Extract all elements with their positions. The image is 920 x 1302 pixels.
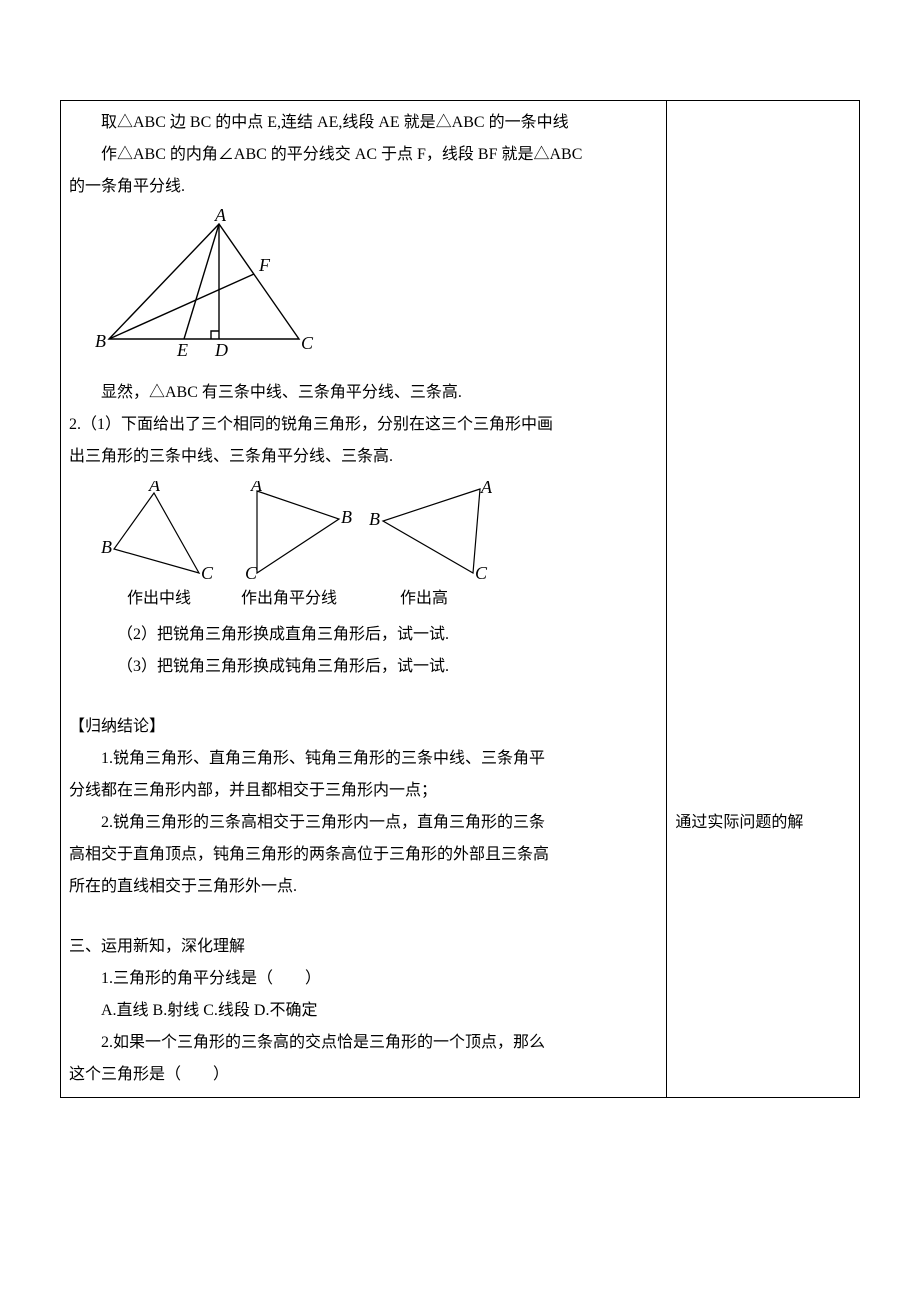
diagram-label-B: B [95,331,106,351]
svg-text:C: C [245,563,258,581]
q2-sub3: （3）把锐角三角形换成钝角三角形后，试一试. [69,651,658,683]
section3-q2a: 2.如果一个三角形的三条高的交点恰是三角形的一个顶点，那么 [69,1027,658,1059]
diagram-label-C: C [301,333,314,353]
intro-line-1: 取△ABC 边 BC 的中点 E,连结 AE,线段 AE 就是△ABC 的一条中… [69,107,658,139]
section3-q2b: 这个三角形是（ ） [69,1059,658,1091]
intro-line-2-cont: 的一条角平分线. [69,171,658,203]
svg-text:C: C [201,563,214,581]
conclusion-p1a: 1.锐角三角形、直角三角形、钝角三角形的三条中线、三条角平 [69,743,658,775]
small-triangle-2: A B C [227,481,357,581]
q2-stem: 2.（1）下面给出了三个相同的锐角三角形，分别在这三个三角形中画 [69,409,658,441]
diagram-label-F: F [258,255,271,275]
q2-sub2: （2）把锐角三角形换成直角三角形后，试一试. [69,619,658,651]
caption-bisector: 作出角平分线 [219,583,359,615]
intro-line-2: 作△ABC 的内角∠ABC 的平分线交 AC 于点 F，线段 BF 就是△ABC [69,139,658,171]
side-bottom-text: 通过实际问题的解 [675,807,851,839]
caption-altitude: 作出高 [359,583,489,615]
diagram-label-A: A [214,209,227,225]
small-triangle-1: A B C [99,481,219,581]
svg-text:A: A [148,481,161,495]
svg-text:C: C [475,563,488,581]
section3-q1-opts: A.直线 B.射线 C.线段 D.不确定 [69,995,658,1027]
diagram-label-E: E [176,340,188,359]
section3-q1: 1.三角形的角平分线是（ ） [69,963,658,995]
conclusion-p2c: 所在的直线相交于三角形外一点. [69,871,658,903]
caption-median: 作出中线 [99,583,219,615]
conclusion-heading: 【归纳结论】 [69,711,658,743]
diagram-label-D: D [214,340,228,359]
three-triangles-row: A B C A B C A B C [99,481,658,581]
q2-stem-cont: 出三角形的三条中线、三条角平分线、三条高. [69,441,658,473]
conclusion-p1b: 分线都在三角形内部，并且都相交于三角形内一点； [69,775,658,807]
svg-text:B: B [369,509,380,529]
svg-text:B: B [101,537,112,557]
section3-heading: 三、运用新知，深化理解 [69,931,658,963]
svg-text:A: A [250,481,263,495]
main-triangle-diagram: A B C D E F [89,209,658,371]
small-triangle-3: A B C [365,481,495,581]
after-diagram-text: 显然，△ABC 有三条中线、三条角平分线、三条高. [69,377,658,409]
triangle-captions: 作出中线 作出角平分线 作出高 [99,583,658,615]
conclusion-p2a: 2.锐角三角形的三条高相交于三角形内一点，直角三角形的三条 [69,807,658,839]
svg-text:A: A [480,481,493,497]
conclusion-p2b: 高相交于直角顶点，钝角三角形的两条高位于三角形的外部且三条高 [69,839,658,871]
svg-text:B: B [341,507,352,527]
